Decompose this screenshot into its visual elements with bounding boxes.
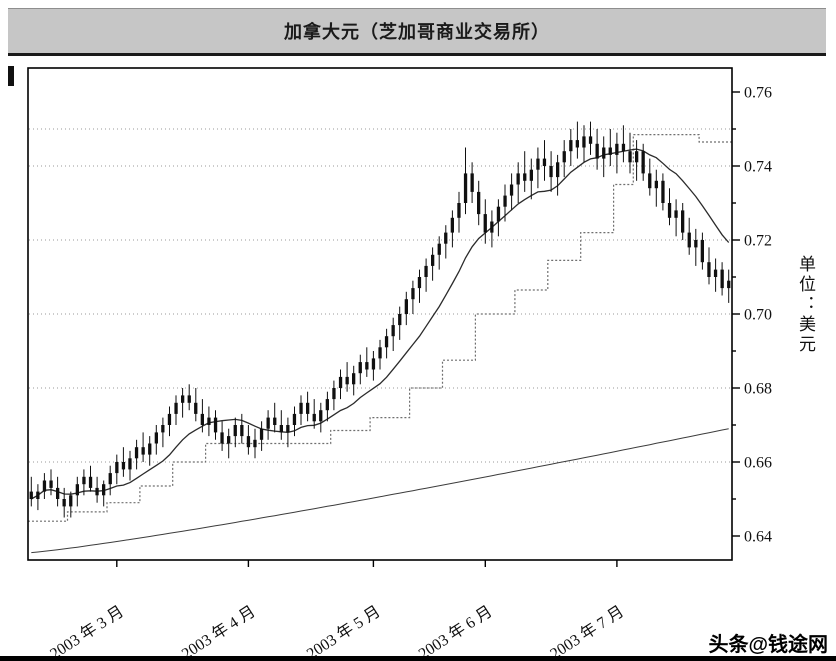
svg-text:2003 年 4 月: 2003 年 4 月 bbox=[178, 602, 258, 661]
chart-title-bar: 加拿大元（芝加哥商业交易所） bbox=[8, 8, 826, 56]
price-chart: 0.64 0.66 0.68 0.70 0.72 0.74 0.76 2003 年 3 月 20… bbox=[0, 55, 836, 661]
y-axis-unit-label: 单位：美元 bbox=[796, 255, 815, 355]
svg-text:2003 年 3 月: 2003 年 3 月 bbox=[47, 602, 127, 661]
scan-artifact-mark bbox=[8, 66, 14, 86]
svg-text:0.74: 0.74 bbox=[744, 159, 772, 176]
svg-text:2003 年 6 月: 2003 年 6 月 bbox=[415, 602, 495, 661]
svg-text:2003 年 7 月: 2003 年 7 月 bbox=[547, 602, 627, 661]
svg-text:0.66: 0.66 bbox=[744, 455, 772, 472]
bottom-border-strip bbox=[0, 656, 836, 661]
gridlines bbox=[29, 128, 731, 463]
long-term-trend-line bbox=[31, 428, 729, 554]
watermark: 头条@钱途网 bbox=[706, 628, 830, 657]
trailing-step-line bbox=[28, 134, 732, 522]
moving-average-line bbox=[30, 148, 730, 500]
svg-text:2003 年 5 月: 2003 年 5 月 bbox=[303, 602, 383, 661]
svg-text:0.70: 0.70 bbox=[744, 307, 772, 324]
x-axis: 2003 年 3 月 2003 年 4 月 2003 年 5 月 2003 年 6 月… bbox=[47, 560, 627, 661]
svg-text:0.72: 0.72 bbox=[744, 233, 772, 250]
svg-text:0.64: 0.64 bbox=[744, 529, 772, 546]
svg-text:0.76: 0.76 bbox=[744, 85, 772, 102]
candles bbox=[29, 121, 731, 518]
chart-title: 加拿大元（芝加哥商业交易所） bbox=[284, 22, 550, 42]
y-axis: 0.64 0.66 0.68 0.70 0.72 0.74 0.76 bbox=[732, 85, 772, 546]
svg-text:0.68: 0.68 bbox=[744, 381, 772, 398]
